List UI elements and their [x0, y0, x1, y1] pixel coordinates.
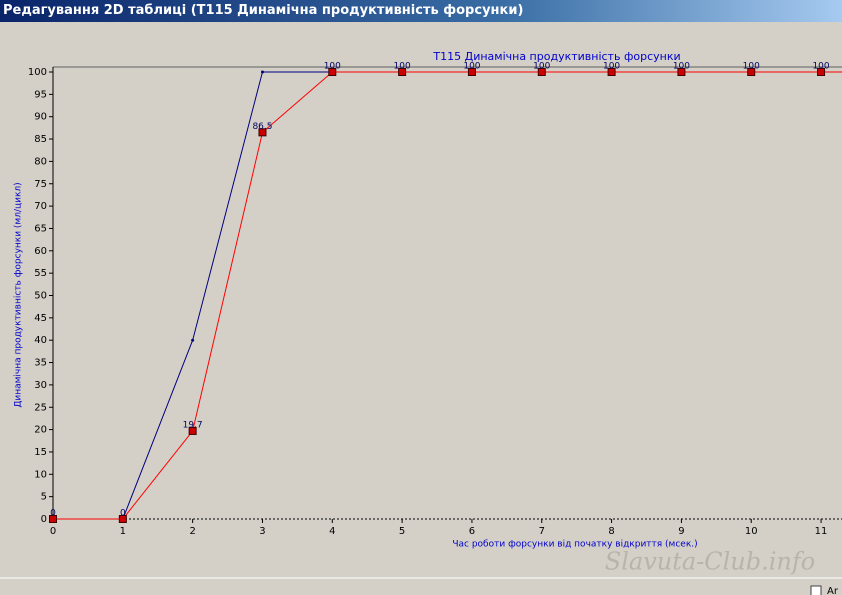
data-label: 100 — [603, 62, 620, 72]
y-tick-label: 80 — [34, 156, 47, 167]
x-tick-label: 7 — [539, 526, 545, 537]
data-label: 100 — [673, 62, 690, 72]
line — [53, 71, 822, 520]
marker — [260, 70, 264, 74]
marker — [188, 426, 197, 435]
marker — [191, 338, 195, 342]
marker — [537, 68, 546, 76]
data-label: 100 — [463, 62, 480, 72]
y-tick-label: 15 — [34, 447, 47, 458]
marker — [258, 128, 267, 137]
x-tick-label: 5 — [399, 526, 405, 537]
x-tick-label: 6 — [469, 526, 475, 537]
x-tick-label: 8 — [608, 526, 614, 537]
y-tick-label: 45 — [34, 313, 47, 324]
y-tick-label: 55 — [34, 268, 47, 279]
x-tick-label: 10 — [745, 526, 758, 537]
y-tick-label: 65 — [34, 223, 47, 234]
data-label: 19.7 — [183, 420, 203, 430]
marker — [817, 68, 826, 76]
x-tick-label: 4 — [329, 526, 335, 537]
data-label: 100 — [812, 62, 829, 72]
y-tick-label: 85 — [34, 134, 47, 145]
marker — [49, 515, 57, 523]
window-title: Редагування 2D таблиці (T115 Динамічна п… — [0, 0, 842, 22]
y-tick-label: 10 — [34, 469, 47, 480]
x-tick-label: 1 — [120, 526, 126, 537]
y-tick-label: 60 — [34, 246, 47, 257]
x-axis-label: Час роботи форсунки від початку відкритт… — [452, 540, 697, 550]
line — [53, 71, 822, 520]
y-tick-label: 75 — [34, 179, 47, 190]
x-tick-label: 9 — [678, 526, 684, 537]
y-tick-label: 90 — [34, 112, 47, 123]
marker — [118, 515, 127, 523]
watermark: Slavuta-Club.info — [605, 548, 815, 576]
marker — [747, 68, 756, 76]
data-label: 86.5 — [252, 122, 272, 132]
data-label: 0 — [120, 509, 126, 519]
y-tick-label: 20 — [34, 425, 47, 436]
chart-title: T115 Динамічна продуктивність форсунки — [432, 50, 680, 63]
y-tick-label: 0 — [41, 514, 47, 525]
y-tick-label: 50 — [34, 291, 47, 302]
x-tick-label: 0 — [50, 526, 56, 537]
y-axis-label: Динамічна продуктивність форсунки (мл/ци… — [14, 182, 24, 407]
marker — [328, 68, 337, 76]
x-tick-label: 3 — [259, 526, 265, 537]
data-label: 100 — [394, 62, 411, 72]
marker — [467, 68, 476, 76]
checkbox-label[interactable]: Ar — [827, 586, 839, 595]
y-tick-label: 5 — [41, 492, 47, 503]
data-label: 100 — [324, 62, 341, 72]
y-tick-label: 95 — [34, 89, 47, 100]
data-label: 100 — [743, 62, 760, 72]
data-label: 100 — [533, 62, 550, 72]
y-tick-label: 100 — [28, 67, 47, 78]
x-tick-label: 2 — [189, 526, 195, 537]
y-tick-label: 40 — [34, 335, 47, 346]
marker — [607, 68, 616, 76]
y-tick-label: 30 — [34, 380, 47, 391]
x-tick-label: 11 — [815, 526, 828, 537]
y-tick-label: 35 — [34, 358, 47, 369]
y-tick-label: 25 — [34, 402, 47, 413]
data-label: 0 — [50, 509, 56, 519]
checkbox[interactable] — [810, 585, 822, 595]
marker — [677, 68, 686, 76]
y-tick-label: 70 — [34, 201, 47, 212]
marker — [398, 68, 407, 76]
